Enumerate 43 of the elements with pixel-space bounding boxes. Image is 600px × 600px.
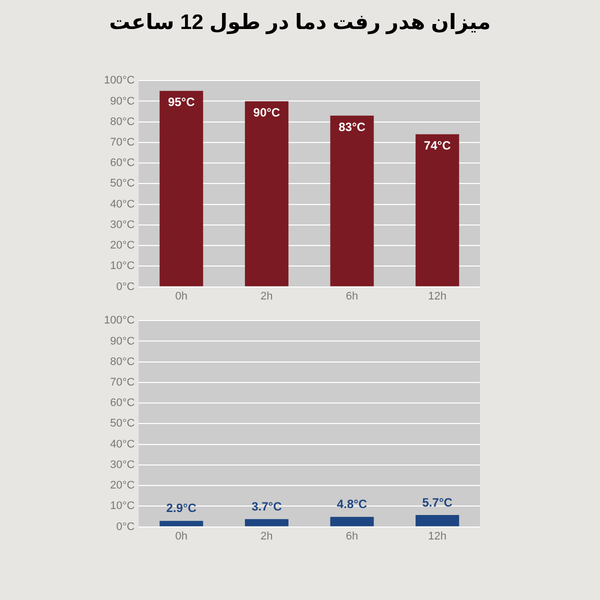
data-label: 3.7°C bbox=[252, 499, 282, 514]
y-tick-label: 20°C bbox=[110, 480, 135, 492]
x-tick-label: 0h bbox=[175, 530, 188, 542]
y-tick-label: 80°C bbox=[110, 356, 135, 368]
bar bbox=[416, 134, 460, 286]
data-label: 90°C bbox=[253, 106, 280, 120]
x-tick-label: 0h bbox=[175, 290, 188, 302]
bar bbox=[330, 116, 374, 286]
y-tick-label: 90°C bbox=[110, 95, 135, 108]
chart-title: میزان هدر رفت دما در طول 12 ساعت bbox=[108, 10, 492, 35]
y-tick-label: 70°C bbox=[110, 376, 135, 388]
data-label: 5.7°C bbox=[422, 495, 453, 510]
y-tick-label: 20°C bbox=[110, 240, 135, 252]
bar bbox=[160, 90, 204, 286]
y-tick-label: 30°C bbox=[110, 218, 135, 231]
y-tick-label: 50°C bbox=[110, 178, 135, 190]
data-label: 2.9°C bbox=[166, 501, 197, 516]
data-label: 95°C bbox=[168, 95, 196, 110]
x-tick-label: 12h bbox=[428, 290, 447, 302]
y-tick-label: 90°C bbox=[110, 335, 135, 348]
y-tick-label: 0°C bbox=[116, 280, 135, 293]
y-tick-label: 100°C bbox=[104, 74, 135, 87]
y-tick-label: 0°C bbox=[116, 520, 135, 533]
x-tick-label: 2h bbox=[260, 530, 273, 542]
x-tick-label: 6h bbox=[346, 530, 358, 542]
data-label: 74°C bbox=[424, 138, 452, 153]
y-tick-label: 10°C bbox=[110, 260, 135, 272]
y-tick-label: 60°C bbox=[110, 157, 135, 170]
y-tick-label: 10°C bbox=[110, 500, 135, 512]
x-tick-label: 12h bbox=[428, 530, 447, 542]
x-tick-label: 6h bbox=[346, 290, 358, 302]
y-tick-label: 100°C bbox=[104, 314, 135, 327]
y-tick-label: 80°C bbox=[110, 116, 135, 128]
y-tick-label: 70°C bbox=[110, 136, 135, 148]
y-tick-label: 40°C bbox=[110, 198, 135, 210]
x-tick-label: 2h bbox=[260, 290, 273, 302]
data-label: 4.8°C bbox=[336, 497, 368, 512]
y-tick-label: 40°C bbox=[110, 438, 135, 450]
data-label: 83°C bbox=[338, 120, 366, 134]
y-tick-label: 50°C bbox=[110, 418, 135, 430]
y-tick-label: 60°C bbox=[110, 397, 135, 410]
bar bbox=[244, 101, 288, 286]
y-tick-label: 30°C bbox=[110, 458, 135, 471]
